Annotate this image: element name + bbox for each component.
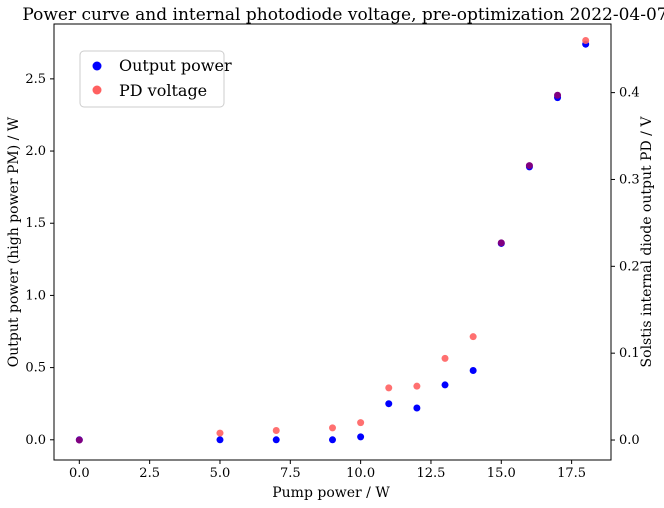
chart-title: Power curve and internal photodiode volt… xyxy=(22,5,664,25)
x-tick-label: 7.5 xyxy=(280,466,301,481)
data-point-pd-voltage xyxy=(525,162,533,170)
y-right-tick-label: 0.1 xyxy=(619,346,640,361)
x-tick-label: 5.0 xyxy=(210,466,231,481)
y-right-tick-label: 0.0 xyxy=(619,433,640,448)
legend-marker-pd-voltage xyxy=(92,85,102,95)
data-point-output-power xyxy=(385,400,393,408)
data-point-pd-voltage xyxy=(413,382,421,390)
data-point-output-power xyxy=(357,433,365,441)
data-point-output-power xyxy=(329,436,336,444)
data-point-pd-voltage xyxy=(385,384,393,392)
data-point-output-power xyxy=(469,366,477,374)
y-axis-left-label: Output power (high power PM) / W xyxy=(6,116,22,367)
y-left-tick-label: 2.5 xyxy=(25,72,46,87)
x-tick-label: 0.0 xyxy=(69,466,90,481)
data-point-pd-voltage xyxy=(357,419,365,427)
data-point-pd-voltage xyxy=(441,354,449,362)
y-right-tick-label: 0.2 xyxy=(619,259,640,274)
x-axis-label: Pump power / W xyxy=(272,485,390,501)
data-point-pd-voltage xyxy=(582,37,590,45)
y-right-tick-label: 0.3 xyxy=(619,172,640,187)
legend-frame xyxy=(79,50,225,108)
data-point-pd-voltage xyxy=(329,424,336,432)
data-point-pd-voltage xyxy=(75,436,83,444)
x-tick-label: 2.5 xyxy=(139,466,160,481)
y-left-tick-label: 1.5 xyxy=(25,216,46,231)
y-left-tick-label: 0.5 xyxy=(25,361,46,376)
legend-label-output-power: Output power xyxy=(119,56,232,75)
legend-label-pd-voltage: PD voltage xyxy=(119,81,207,100)
data-point-pd-voltage xyxy=(216,429,224,437)
x-tick-label: 12.5 xyxy=(416,466,445,481)
data-point-output-power xyxy=(272,436,280,444)
legend: Output power PD voltage xyxy=(79,50,232,108)
data-point-output-power xyxy=(441,381,449,389)
data-point-pd-voltage xyxy=(554,91,562,99)
plot-area: 0.0 2.5 5.0 7.5 10.0 12.5 15.0 17.5 0.0 0.5 1.0 1.5… xyxy=(25,23,640,481)
y-left-tick-label: 1.0 xyxy=(25,288,46,303)
x-tick-label: 10.0 xyxy=(346,466,375,481)
data-point-pd-voltage xyxy=(469,333,477,341)
y-left-tick-label: 2.0 xyxy=(25,144,46,159)
data-point-pd-voltage xyxy=(497,239,505,247)
y-axis-right-label: Solstis internal diode output PD / V xyxy=(639,116,655,368)
data-point-output-power xyxy=(413,404,421,412)
axes-frame xyxy=(53,23,612,461)
x-tick-label: 17.5 xyxy=(557,466,586,481)
y-right-tick-label: 0.4 xyxy=(619,86,640,101)
y-left-tick-label: 0.0 xyxy=(25,433,46,448)
x-tick-label: 15.0 xyxy=(487,466,516,481)
legend-marker-output-power xyxy=(92,61,102,71)
data-point-pd-voltage xyxy=(272,426,280,434)
data-point-output-power xyxy=(216,436,224,444)
